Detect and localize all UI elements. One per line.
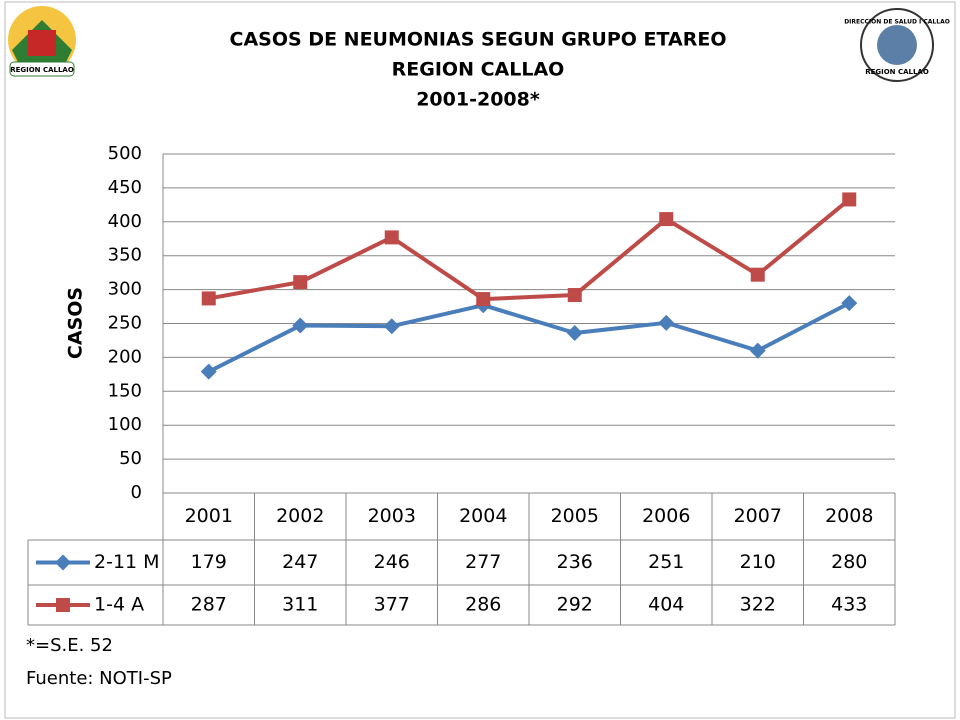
logo-castle <box>28 30 56 56</box>
table-value: 236 <box>557 551 593 573</box>
y-tick-label: 50 <box>119 448 142 469</box>
legend-marker <box>55 554 71 571</box>
table-value: 246 <box>374 551 410 573</box>
y-tick-label: 250 <box>108 313 142 334</box>
x-tick-label: 2007 <box>734 505 782 527</box>
marker <box>200 363 217 380</box>
x-tick-label: 2008 <box>825 505 873 527</box>
logo-center <box>877 25 917 65</box>
table-value: 287 <box>191 594 227 616</box>
y-tick-label: 0 <box>131 482 142 503</box>
series-line <box>207 301 851 374</box>
table-value: 247 <box>282 551 318 573</box>
table-value: 404 <box>648 594 684 616</box>
x-tick-label: 2005 <box>551 505 599 527</box>
marker <box>566 324 583 341</box>
legend-marker <box>56 598 70 612</box>
marker <box>658 314 675 331</box>
marker <box>292 317 309 334</box>
table-value: 433 <box>831 594 867 616</box>
marker <box>749 342 766 359</box>
x-tick-label: 2006 <box>642 505 690 527</box>
note: Fuente: NOTI-SP <box>26 668 172 689</box>
y-tick-label: 300 <box>108 279 142 300</box>
chart-title: CASOS DE NEUMONIAS SEGUN GRUPO ETAREO <box>230 29 727 51</box>
table-value: 322 <box>740 594 776 616</box>
table-value: 377 <box>374 594 410 616</box>
marker <box>841 295 858 312</box>
logo-text: REGION CALLAO <box>865 68 929 76</box>
y-tick-label: 450 <box>108 177 142 198</box>
marker <box>842 192 857 207</box>
table-value: 210 <box>740 551 776 573</box>
table-value: 251 <box>648 551 684 573</box>
table-value: 280 <box>831 551 867 573</box>
logo-text: DIRECCION DE SALUD I CALLAO <box>844 19 950 26</box>
y-tick-label: 400 <box>108 211 142 232</box>
marker <box>476 292 491 307</box>
marker <box>383 318 400 335</box>
chart-title: 2001-2008* <box>416 89 540 111</box>
frame <box>4 1 956 719</box>
legend-label: 1-4 A <box>94 594 144 616</box>
marker <box>750 267 765 282</box>
y-tick-label: 200 <box>108 346 142 367</box>
y-tick-label: 100 <box>108 414 142 435</box>
logo-text: REGION CALLAO <box>10 66 74 74</box>
y-tick-label: 500 <box>108 143 142 164</box>
y-axis-label: CASOS <box>65 287 87 359</box>
x-tick-label: 2001 <box>185 505 233 527</box>
marker <box>384 230 399 245</box>
logo-band <box>9 61 75 77</box>
series-line <box>208 197 851 302</box>
marker <box>293 275 308 290</box>
chart-title: REGION CALLAO <box>392 59 565 81</box>
y-tick-label: 150 <box>108 380 142 401</box>
marker <box>567 288 582 303</box>
x-tick-label: 2003 <box>368 505 416 527</box>
x-tick-label: 2002 <box>276 505 324 527</box>
left-logo: REGION CALLAO <box>8 6 76 77</box>
right-logo: DIRECCION DE SALUD I CALLAO REGION CALLA… <box>844 8 950 82</box>
table-value: 292 <box>557 594 593 616</box>
legend-label: 2-11 M <box>94 551 160 573</box>
x-tick-label: 2004 <box>459 505 507 527</box>
table-value: 179 <box>191 551 227 573</box>
note: *=S.E. 52 <box>26 635 113 656</box>
table-value: 286 <box>465 594 501 616</box>
table-value: 311 <box>282 594 318 616</box>
table-value: 277 <box>465 551 501 573</box>
marker <box>659 212 674 227</box>
y-tick-label: 350 <box>108 245 142 266</box>
marker <box>201 291 216 306</box>
